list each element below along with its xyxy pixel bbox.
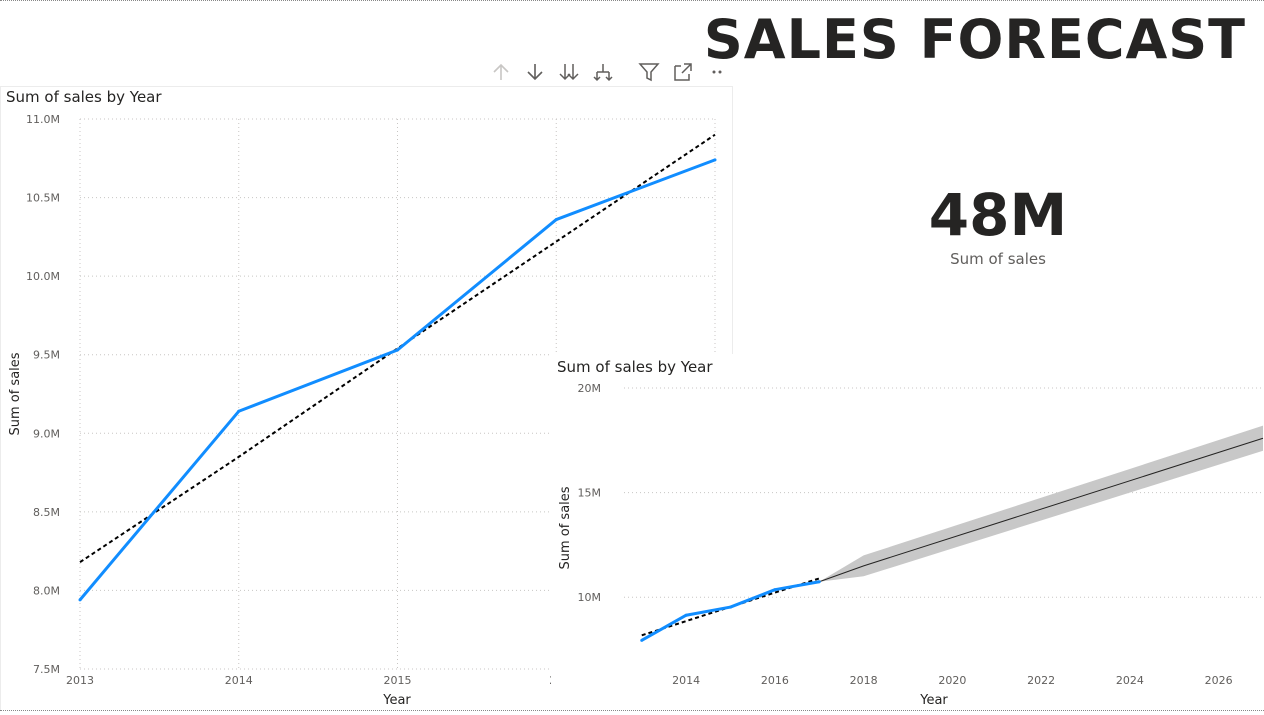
y-tick-label: 7.5M	[33, 663, 60, 676]
filter-icon[interactable]	[632, 58, 666, 86]
y-tick-label: 10M	[578, 591, 602, 604]
y-tick-label: 8.5M	[33, 506, 60, 519]
visual-header	[484, 58, 734, 86]
forecast-confidence-band	[819, 425, 1263, 582]
double-arrow-down-icon[interactable]	[552, 58, 586, 86]
data-point[interactable]	[773, 588, 777, 592]
y-tick-label: 20M	[578, 382, 602, 395]
y-tick-label: 9.5M	[33, 349, 60, 362]
data-point[interactable]	[237, 409, 241, 413]
chart-panel-forecast[interactable]: Sum of sales by Year 10M 15M 20M 2014 2016 20…	[551, 354, 1264, 710]
x-tick-label: 2015	[384, 674, 412, 687]
chart-title: Sum of sales by Year	[557, 358, 713, 376]
bottom-border	[0, 710, 1264, 711]
y-tick-label: 10.0M	[26, 270, 60, 283]
x-tick-label: 2016	[761, 674, 789, 687]
x-tick-label: 2013	[66, 674, 94, 687]
top-border	[0, 0, 1264, 1]
series-line[interactable]	[641, 580, 820, 642]
forecast-line-chart[interactable]: 10M 15M 20M 2014 2016 2018 2020 2022 2024 2026 Yea…	[551, 354, 1264, 710]
line-chart-sales-by-year[interactable]: 7.5M 8.0M 8.5M 9.0M 9.5M 10.0M 10.5M 11.0M 2013 2…	[1, 87, 732, 711]
x-tick-label: 2020	[938, 674, 966, 687]
x-tick-label: 2018	[850, 674, 878, 687]
card-label: Sum of sales	[950, 250, 1046, 268]
x-axis-title: Year	[919, 693, 948, 708]
forecast-line[interactable]	[819, 437, 1264, 583]
y-tick-label: 10.5M	[26, 192, 60, 205]
x-tick-label: 2026	[1205, 674, 1233, 687]
more-options-icon[interactable]	[700, 58, 734, 86]
data-point[interactable]	[713, 158, 717, 162]
data-point[interactable]	[78, 598, 82, 602]
y-axis-title: Sum of sales	[8, 352, 23, 435]
x-tick-label: 2024	[1116, 674, 1144, 687]
y-tick-label: 15M	[578, 487, 602, 500]
y-axis-title: Sum of sales	[558, 486, 573, 569]
kpi-card[interactable]: 48M Sum of sales	[850, 180, 1146, 280]
data-point[interactable]	[396, 348, 399, 352]
data-point[interactable]	[640, 638, 644, 642]
focus-mode-icon[interactable]	[666, 58, 700, 86]
trend-line	[79, 133, 716, 563]
arrow-down-icon[interactable]	[518, 58, 552, 86]
y-tick-label: 8.0M	[33, 584, 60, 597]
y-tick-label: 9.0M	[33, 427, 60, 440]
x-tick-label: 2022	[1027, 674, 1055, 687]
data-point[interactable]	[554, 218, 558, 222]
x-tick-label: 2014	[672, 674, 700, 687]
chart-title: Sum of sales by Year	[6, 88, 162, 106]
expand-hierarchy-icon[interactable]	[586, 58, 620, 86]
data-point[interactable]	[684, 613, 688, 617]
x-tick-label: 2014	[225, 674, 253, 687]
y-tick-label: 11.0M	[26, 113, 60, 126]
data-point[interactable]	[817, 580, 821, 584]
arrow-up-icon[interactable]	[484, 58, 518, 86]
card-value: 48M	[928, 181, 1068, 249]
page-title: SALES FORECAST	[703, 8, 1246, 71]
data-point[interactable]	[729, 605, 732, 609]
x-axis-title: Year	[382, 693, 411, 708]
